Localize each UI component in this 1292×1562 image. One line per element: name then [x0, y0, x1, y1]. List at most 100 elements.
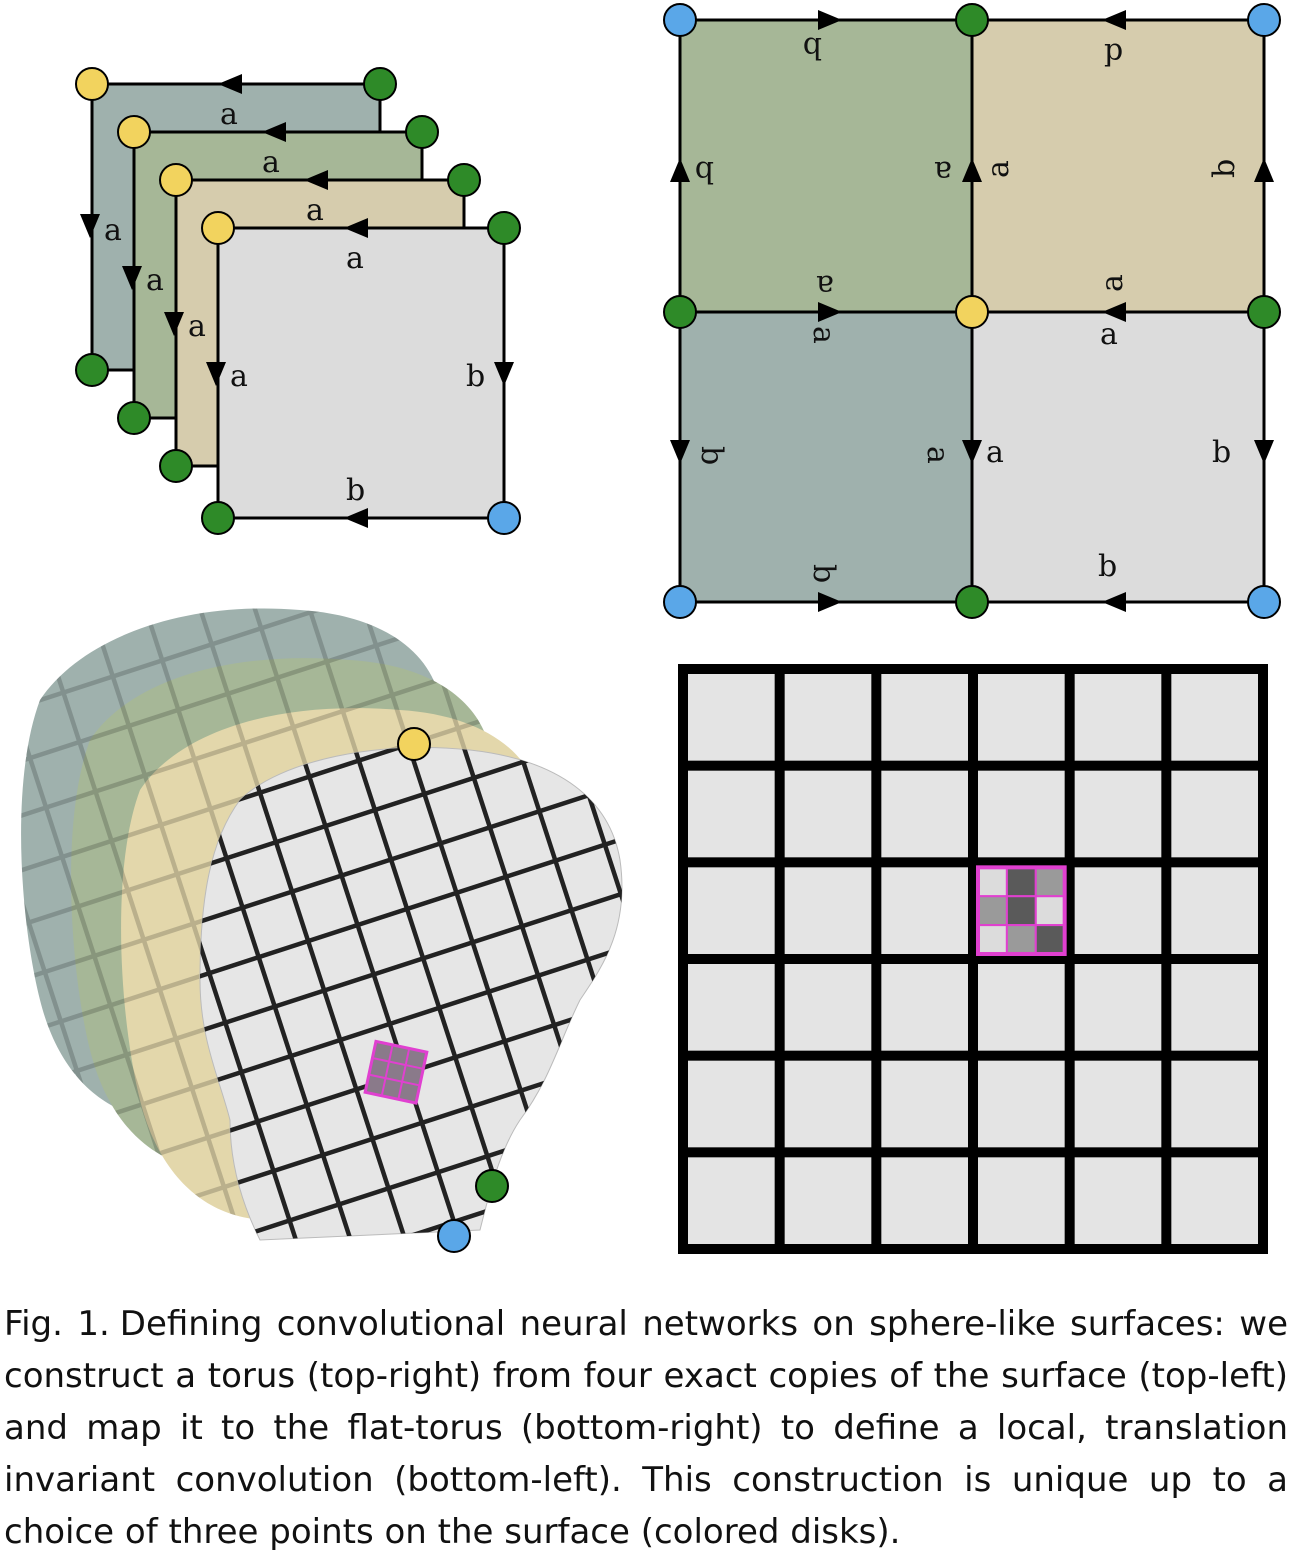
- grid-cell: [784, 674, 872, 761]
- edge-label: b: [803, 30, 822, 65]
- grid-cell: [1074, 1060, 1162, 1148]
- yellow-disk-icon: [201, 211, 235, 245]
- arrow-down-icon: [494, 362, 514, 386]
- arrow-right-icon: [262, 122, 286, 142]
- corner-disks: [75, 67, 521, 535]
- edge-label: a: [1100, 317, 1118, 352]
- grid-cell: [688, 1157, 775, 1244]
- kernel-cell: [977, 895, 1008, 927]
- grid-cell: [881, 674, 968, 761]
- head-surface-front: [199, 746, 623, 1241]
- grid-cell: [1171, 964, 1258, 1051]
- edge-label: a: [188, 309, 206, 344]
- blue-disk-icon: [663, 585, 697, 619]
- green-disk-icon: [447, 163, 481, 197]
- arrow-down-icon: [670, 440, 690, 464]
- arrow-left-icon: [818, 10, 842, 30]
- figure-caption: Fig. 1. Defining convolutional neural net…: [4, 1298, 1288, 1558]
- grid-cell: [881, 1060, 968, 1148]
- yellow-disk-icon: [117, 115, 151, 149]
- arrow-right-icon: [304, 170, 328, 190]
- grid-cell: [1074, 867, 1162, 954]
- kernel-cell: [1034, 895, 1066, 927]
- grid-cell: [688, 674, 775, 761]
- arrow-left-icon: [818, 302, 842, 322]
- grid-cell: [688, 770, 775, 858]
- kernel-cell: [1005, 895, 1037, 927]
- grid-cell: [784, 867, 872, 954]
- blue-disk-icon: [663, 3, 697, 37]
- grid-cell: [881, 867, 968, 954]
- torus-quadrant-top-left: [678, 18, 974, 314]
- edge-label: a: [986, 435, 1004, 470]
- green-disk-icon: [1247, 295, 1281, 329]
- grid-cell: [688, 1060, 775, 1148]
- yellow-disk-icon: [955, 295, 989, 329]
- kernel-cell: [977, 866, 1008, 898]
- green-disk-icon: [663, 295, 697, 329]
- edge-label: a: [981, 160, 1016, 178]
- grid-cell: [978, 770, 1065, 858]
- edge-label: a: [920, 446, 955, 464]
- green-disk-icon: [955, 3, 989, 37]
- arrow-down-icon: [164, 312, 184, 336]
- kernel-cell: [1034, 866, 1066, 898]
- edge-label: b: [1104, 36, 1123, 71]
- grid-cell: [881, 1157, 968, 1244]
- arrow-down-icon: [962, 440, 982, 464]
- green-disk-icon: [487, 211, 521, 245]
- arrow-down-icon: [122, 266, 142, 290]
- edge-label: b: [694, 446, 729, 465]
- green-disk-icon: [363, 67, 397, 101]
- edge-label: a: [346, 241, 364, 276]
- surface-copy-4: a a b b: [206, 218, 514, 528]
- edge-label: a: [1095, 274, 1130, 292]
- kernel-frame: [976, 865, 1067, 956]
- grid-cell: [1074, 674, 1162, 761]
- green-disk-icon: [475, 1169, 509, 1203]
- grid-cell: [1171, 1157, 1258, 1244]
- grid-cell: [688, 867, 775, 954]
- edge-label: a: [306, 193, 324, 228]
- grid-cell: [978, 964, 1065, 1051]
- grid-cell: [1171, 1060, 1258, 1148]
- arrow-right-icon: [1102, 10, 1126, 30]
- edge-label: b: [1207, 159, 1242, 178]
- edge-label: a: [146, 263, 164, 298]
- blue-disk-icon: [1247, 3, 1281, 37]
- edge-label: a: [934, 154, 952, 189]
- torus-quadrant-top-right: [970, 18, 1266, 314]
- grid-cell: [1074, 1157, 1162, 1244]
- green-disk-icon: [201, 501, 235, 535]
- arrow-left-icon: [818, 592, 842, 612]
- green-disk-icon: [405, 115, 439, 149]
- kernel-cell: [977, 924, 1008, 955]
- green-disk-icon: [159, 449, 193, 483]
- figure-illustration: a a a a a a a a b b: [21, 3, 1281, 1254]
- surface-convolution-panel: [21, 608, 623, 1253]
- green-disk-icon: [117, 401, 151, 435]
- caption-label: Fig. 1.: [4, 1304, 110, 1344]
- edge-label: b: [1098, 549, 1117, 584]
- yellow-disk-icon: [397, 727, 431, 761]
- edge-label: b: [806, 564, 841, 583]
- edge-label: a: [806, 326, 841, 344]
- surface-kernel-patch: [363, 1039, 429, 1105]
- edge-label: b: [695, 154, 714, 189]
- grid-cell: [784, 964, 872, 1051]
- kernel-cell: [1034, 924, 1066, 955]
- four-surface-copies-panel: a a a a a a a a b b: [75, 67, 521, 535]
- edge-label: b: [1212, 435, 1231, 470]
- grid-cell: [1171, 674, 1258, 761]
- arrow-down-icon: [80, 214, 100, 238]
- grid-cell: [784, 1060, 872, 1148]
- grid-cell: [784, 1157, 872, 1244]
- edge-label: a: [220, 97, 238, 132]
- arrow-right-icon: [344, 218, 368, 238]
- blue-disk-icon: [437, 1219, 471, 1253]
- grid-cell: [978, 1157, 1065, 1244]
- grid-cell: [1171, 867, 1258, 954]
- edge-label: a: [230, 359, 248, 394]
- edge-label: a: [104, 213, 122, 248]
- grid-cell: [1171, 770, 1258, 858]
